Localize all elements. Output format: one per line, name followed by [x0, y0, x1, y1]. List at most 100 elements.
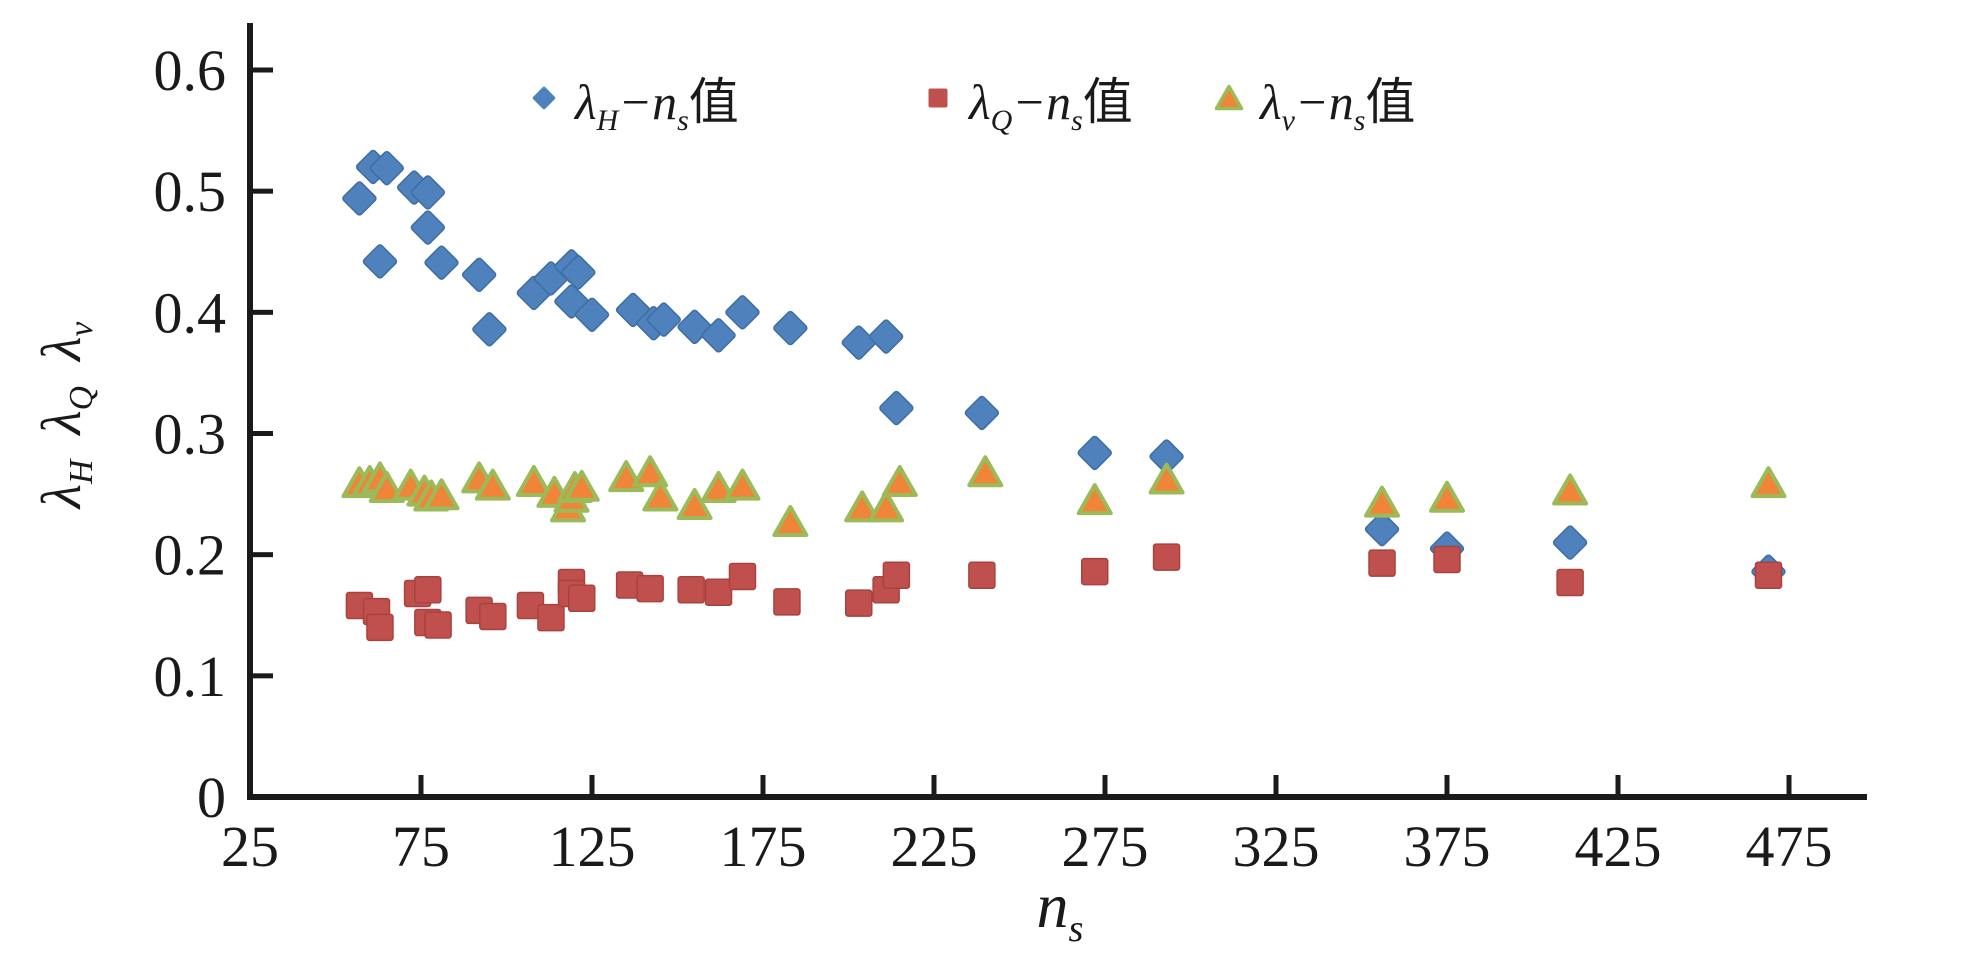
- x-tick: [760, 775, 766, 795]
- data-point-square: [567, 584, 596, 613]
- y-tick: [253, 188, 273, 194]
- data-point-square: [414, 576, 442, 604]
- data-point-triangle: [474, 468, 511, 501]
- y-tick: [253, 430, 273, 436]
- data-point-square: [728, 562, 757, 591]
- data-point-diamond: [369, 150, 404, 186]
- data-point-square: [968, 561, 996, 590]
- data-point-diamond: [1077, 435, 1112, 471]
- data-point-triangle: [563, 469, 600, 502]
- x-tick-label: 25: [221, 814, 279, 879]
- y-tick-label: 0.3: [154, 401, 227, 466]
- x-tick-label: 475: [1746, 814, 1833, 879]
- data-point-triangle: [632, 455, 669, 488]
- y-axis-label: λHλQλv: [31, 321, 101, 509]
- x-tick-label: 325: [1233, 814, 1320, 879]
- data-point-diamond: [1149, 439, 1184, 474]
- data-point-triangle: [368, 471, 405, 504]
- series-lambda-Q: [345, 543, 1783, 642]
- x-tick: [1444, 775, 1450, 795]
- legend-marker-triangle-icon: [1214, 84, 1244, 111]
- legend-entry-lambda-v[interactable]: λv−ns值: [1212, 66, 1415, 136]
- data-point-square: [704, 578, 733, 606]
- y-axis-line: [247, 23, 253, 800]
- legend-marker-square-icon: [928, 88, 948, 108]
- data-point-triangle: [1364, 485, 1401, 518]
- data-point-diamond: [964, 395, 1000, 431]
- legend-marker-diamond-icon: [532, 86, 556, 110]
- x-tick-label: 75: [392, 814, 450, 879]
- data-point-triangle: [515, 464, 552, 497]
- data-point-triangle: [676, 487, 713, 520]
- data-point-triangle: [642, 479, 679, 512]
- data-point-triangle: [423, 478, 460, 511]
- data-point-diamond: [1364, 512, 1400, 547]
- legend-label-lambda-Q: λQ−ns值: [969, 74, 1133, 137]
- y-tick: [253, 552, 273, 558]
- data-point-triangle: [844, 490, 881, 523]
- x-tick-label: 125: [549, 814, 636, 879]
- legend-entry-lambda-Q[interactable]: λQ−ns值: [921, 66, 1133, 136]
- y-tick-label: 0.5: [154, 159, 227, 224]
- x-tick: [247, 775, 253, 795]
- legend-label-lambda-H: λH−ns值: [575, 74, 739, 137]
- x-tick: [589, 775, 595, 795]
- x-tick-label: 175: [720, 814, 807, 879]
- x-tick: [1102, 775, 1108, 795]
- tick-labels: 25 75 125 175 225 275 325 375 425 475 0 0.1 0.2 0.3 0.…: [154, 38, 1833, 879]
- series-lambda-v: [341, 455, 1787, 537]
- data-point-square: [677, 576, 705, 604]
- data-point-diamond: [342, 181, 377, 216]
- data-point-triangle: [1750, 466, 1787, 499]
- x-tick: [1615, 775, 1621, 795]
- data-point-square: [882, 561, 911, 590]
- data-point-triangle: [724, 468, 761, 501]
- data-point-diamond: [472, 312, 507, 347]
- data-point-diamond: [574, 297, 610, 332]
- x-tick-label: 375: [1404, 814, 1491, 879]
- data-point-square: [1556, 568, 1584, 597]
- y-tick-label: 0.2: [154, 523, 227, 588]
- y-tick-label: 0.4: [154, 280, 227, 345]
- x-axis-line: [247, 794, 1867, 800]
- x-axis-label: ns: [1036, 870, 1084, 950]
- data-point-diamond: [879, 390, 914, 426]
- data-point-diamond: [868, 319, 904, 354]
- data-point-square: [1433, 545, 1461, 574]
- data-point-diamond: [1552, 525, 1588, 560]
- x-tick-label: 225: [891, 814, 978, 879]
- data-point-square: [845, 589, 873, 617]
- data-point-diamond: [841, 325, 876, 360]
- x-tick: [1273, 775, 1279, 795]
- data-point-triangle: [1552, 473, 1589, 506]
- data-point-square: [773, 588, 801, 616]
- legend-entry-lambda-H[interactable]: λH−ns值: [527, 66, 739, 136]
- data-point-diamond: [410, 210, 446, 245]
- x-tick: [931, 775, 937, 795]
- data-point-square: [1754, 561, 1783, 590]
- y-tick: [253, 673, 273, 679]
- y-tick: [253, 67, 273, 73]
- data-point-diamond: [561, 255, 596, 290]
- data-point-diamond: [362, 244, 398, 279]
- x-tick: [1786, 775, 1792, 795]
- data-point-diamond: [410, 175, 446, 210]
- y-tick: [253, 309, 273, 315]
- data-point-triangle: [700, 471, 737, 504]
- y-tick: [253, 794, 273, 800]
- y-tick-label: 0: [197, 765, 226, 830]
- data-point-triangle: [1148, 462, 1185, 495]
- x-tick: [418, 775, 424, 795]
- y-tick-label: 0.1: [154, 644, 227, 709]
- data-point-diamond: [773, 310, 808, 346]
- data-point-triangle: [967, 455, 1004, 488]
- data-point-diamond: [461, 257, 497, 292]
- data-point-diamond: [725, 295, 760, 330]
- data-point-diamond: [646, 302, 682, 337]
- legend-label-lambda-v: λv−ns值: [1260, 74, 1416, 137]
- data-point-square: [479, 602, 507, 631]
- series-lambda-H: [342, 149, 1786, 589]
- y-tick-label: 0.6: [154, 38, 227, 103]
